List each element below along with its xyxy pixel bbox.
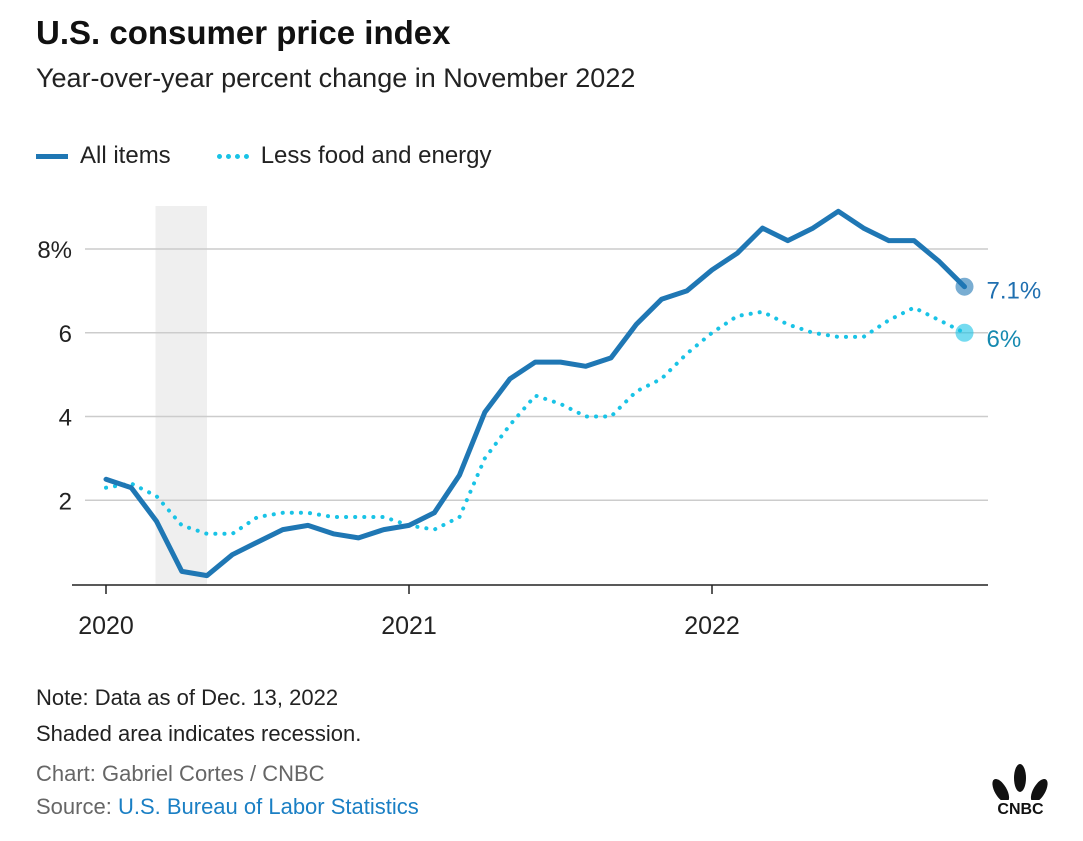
note-date: Note: Data as of Dec. 13, 2022 <box>36 685 339 710</box>
legend: All items Less food and energy <box>36 142 528 170</box>
legend-swatch-solid <box>36 153 68 159</box>
source-label: Source: <box>36 794 118 819</box>
source-line: Source: U.S. Bureau of Labor Statistics <box>36 794 419 820</box>
legend-swatch-dotted <box>216 153 249 159</box>
legend-item-all-items: All items <box>36 142 171 170</box>
legend-label: All items <box>80 142 171 169</box>
y-tick-label: 8% <box>37 237 72 264</box>
source-link[interactable]: U.S. Bureau of Labor Statistics <box>117 794 419 819</box>
cnbc-logo: CNBC <box>983 760 1058 821</box>
series-line-all-items <box>103 208 967 579</box>
logo-text: CNBC <box>997 801 1044 818</box>
y-tick-label: 6 <box>59 321 72 348</box>
legend-label: Less food and energy <box>260 142 492 169</box>
end-point-marker <box>955 323 974 342</box>
series-line-less-food-and-energy <box>104 305 967 536</box>
end-point-marker <box>955 277 974 296</box>
x-tick-label: 2021 <box>381 612 437 640</box>
chart-title: U.S. consumer price index <box>36 14 451 51</box>
y-tick-label: 4 <box>59 405 72 432</box>
end-value-label: 7.1% <box>987 278 1042 305</box>
y-tick-label: 2 <box>59 488 72 515</box>
x-tick-label: 2022 <box>684 612 740 640</box>
chart-subtitle: Year-over-year percent change in Novembe… <box>36 63 636 93</box>
chart-credit: Chart: Gabriel Cortes / CNBC <box>36 761 325 786</box>
end-value-label: 6% <box>987 326 1022 353</box>
x-tick-label: 2020 <box>78 612 134 640</box>
recession-shade <box>155 206 207 584</box>
note-recession: Shaded area indicates recession. <box>36 721 362 746</box>
legend-item-core: Less food and energy <box>216 142 492 170</box>
peacock-icon <box>991 764 1049 821</box>
